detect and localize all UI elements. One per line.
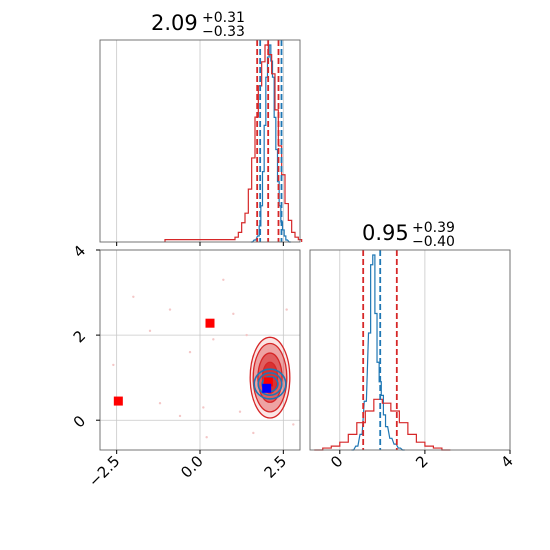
sample-point	[238, 410, 242, 413]
title-minus-1: −0.33	[202, 24, 245, 40]
sample-point	[158, 401, 162, 405]
sample-point	[132, 295, 135, 299]
histogram-step-red	[314, 398, 451, 451]
marker-red	[263, 377, 273, 387]
title-value-2: 0.95	[362, 221, 409, 245]
histogram-step-red	[164, 44, 303, 242]
sample-point	[252, 431, 255, 435]
sample-point	[285, 308, 288, 311]
y-tick-label: 0	[70, 412, 89, 431]
sample-point	[245, 333, 248, 337]
sample-point	[202, 406, 205, 409]
y-tick-label: 2	[70, 327, 89, 346]
sample-point	[148, 329, 152, 333]
contour-blue	[257, 372, 283, 397]
y-tick-label: 4	[70, 242, 89, 261]
title-plus-1: +0.31	[202, 10, 245, 26]
panel-marginal-1: 2.09 +0.31 −0.33	[99, 10, 303, 246]
title-plus-2: +0.39	[412, 220, 455, 236]
marker-blue	[262, 383, 272, 393]
marker-red	[205, 318, 215, 328]
sample-point	[188, 350, 192, 354]
x-tick-label: −2.5	[85, 452, 123, 490]
title-value-1: 2.09	[151, 11, 198, 35]
x-tick-label: 0	[327, 452, 346, 471]
panel-marginal-2: 0 2 4 0.95 +0.39 −0.40	[309, 220, 517, 472]
sample-point	[292, 423, 295, 426]
x-tick-label: 2	[412, 452, 431, 471]
sample-point	[212, 338, 215, 341]
sample-point	[178, 414, 182, 418]
sample-point	[205, 436, 208, 439]
contour-blue	[253, 368, 287, 400]
x-tick-label: 4	[497, 452, 516, 471]
title-minus-2: −0.40	[412, 234, 455, 250]
sample-point	[112, 363, 115, 367]
panel-joint: −2.5 0.0 2.5 0 2 4	[70, 242, 301, 491]
sample-point	[232, 312, 235, 316]
axes-frame-2	[309, 249, 511, 451]
sample-point	[222, 278, 225, 281]
x-tick-label: 2.5	[261, 452, 291, 482]
sample-point	[168, 308, 172, 311]
marker-red	[113, 396, 123, 406]
x-tick-label: 0.0	[177, 452, 207, 482]
